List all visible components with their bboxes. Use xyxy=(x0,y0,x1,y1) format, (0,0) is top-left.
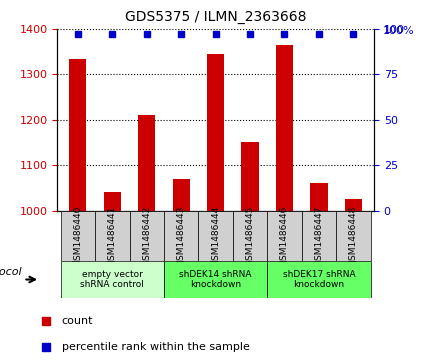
Text: GSM1486441: GSM1486441 xyxy=(108,206,117,266)
Text: shDEK17 shRNA
knockdown: shDEK17 shRNA knockdown xyxy=(282,270,355,289)
FancyBboxPatch shape xyxy=(302,211,336,261)
FancyBboxPatch shape xyxy=(164,261,267,298)
FancyBboxPatch shape xyxy=(267,211,302,261)
FancyBboxPatch shape xyxy=(129,211,164,261)
Text: 100%: 100% xyxy=(383,26,414,36)
FancyBboxPatch shape xyxy=(198,211,233,261)
FancyBboxPatch shape xyxy=(336,211,370,261)
Text: percentile rank within the sample: percentile rank within the sample xyxy=(62,342,249,352)
Bar xyxy=(242,143,259,211)
Text: shDEK14 shRNA
knockdown: shDEK14 shRNA knockdown xyxy=(180,270,252,289)
Text: GSM1486440: GSM1486440 xyxy=(73,206,82,266)
FancyBboxPatch shape xyxy=(95,211,129,261)
Bar xyxy=(310,183,327,211)
FancyBboxPatch shape xyxy=(164,211,198,261)
FancyBboxPatch shape xyxy=(61,211,95,261)
FancyBboxPatch shape xyxy=(233,211,267,261)
Text: empty vector
shRNA control: empty vector shRNA control xyxy=(81,270,144,289)
Text: GSM1486442: GSM1486442 xyxy=(142,206,151,266)
Bar xyxy=(138,115,155,211)
Text: GSM1486446: GSM1486446 xyxy=(280,206,289,266)
Bar xyxy=(172,179,190,211)
Text: protocol: protocol xyxy=(0,267,22,277)
Text: GSM1486448: GSM1486448 xyxy=(349,206,358,266)
Bar xyxy=(345,199,362,211)
FancyBboxPatch shape xyxy=(61,261,164,298)
Text: GSM1486447: GSM1486447 xyxy=(315,206,323,266)
Bar xyxy=(69,58,87,211)
Text: count: count xyxy=(62,316,93,326)
Text: GSM1486445: GSM1486445 xyxy=(246,206,254,266)
Title: GDS5375 / ILMN_2363668: GDS5375 / ILMN_2363668 xyxy=(125,10,306,24)
Bar xyxy=(276,45,293,211)
Bar xyxy=(207,54,224,211)
Bar xyxy=(104,192,121,211)
FancyBboxPatch shape xyxy=(267,261,370,298)
Text: GSM1486444: GSM1486444 xyxy=(211,206,220,266)
Text: GSM1486443: GSM1486443 xyxy=(177,206,186,266)
